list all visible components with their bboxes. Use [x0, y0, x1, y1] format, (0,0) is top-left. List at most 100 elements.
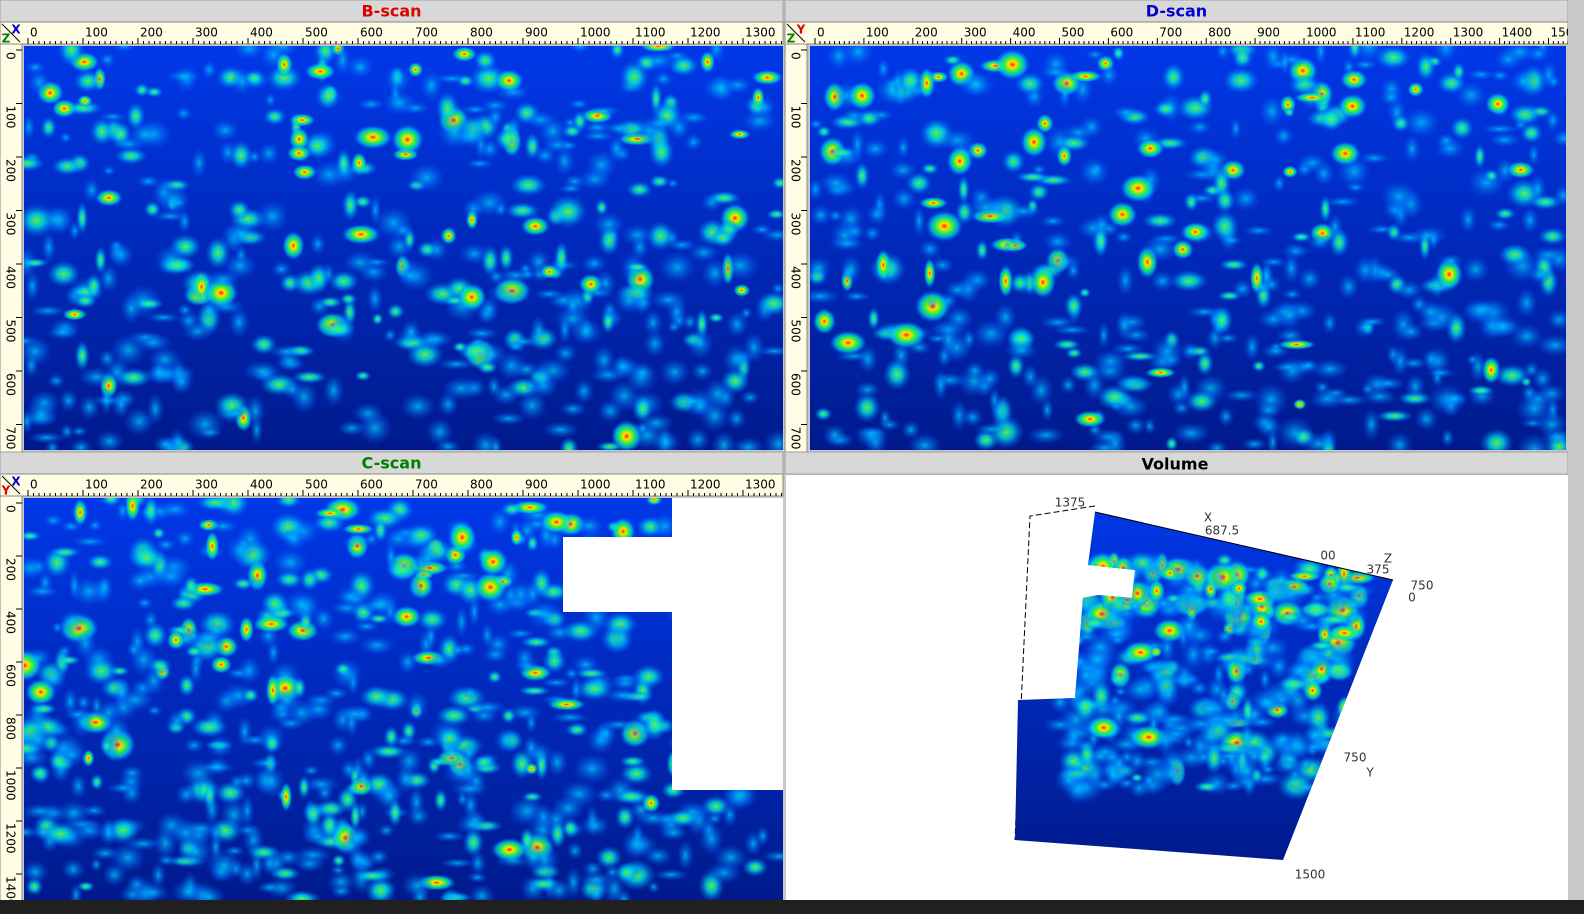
- heat-blob: [1402, 134, 1422, 164]
- heat-blob: [1214, 187, 1236, 214]
- heat-blob: [1485, 92, 1511, 116]
- heat-blob: [849, 127, 865, 162]
- heat-blob: [359, 684, 394, 709]
- heat-blob: [439, 857, 476, 869]
- heat-blob: [1320, 579, 1336, 594]
- heat-blob: [24, 335, 38, 347]
- heat-blob: [283, 890, 321, 900]
- heat-blob: [814, 406, 833, 421]
- heat-blob: [1498, 243, 1532, 267]
- heat-blob: [169, 197, 187, 209]
- heat-blob: [614, 804, 636, 830]
- heat-blob: [223, 220, 260, 245]
- heat-blob: [293, 855, 326, 873]
- volume-axis-label: 750: [1411, 579, 1434, 593]
- heat-blob: [1436, 132, 1456, 149]
- heat-blob: [64, 707, 91, 722]
- heat-blob: [1287, 570, 1322, 582]
- heat-blob: [557, 315, 572, 345]
- heat-blob: [205, 530, 220, 562]
- heat-blob: [106, 781, 140, 794]
- heat-blob: [152, 435, 179, 450]
- heat-blob: [237, 655, 262, 685]
- heat-blob: [61, 858, 86, 881]
- panel-title: B-scan: [361, 2, 421, 21]
- heat-blob: [942, 54, 963, 67]
- heat-blob: [352, 620, 380, 633]
- heat-blob: [330, 864, 347, 876]
- heat-blob: [57, 608, 87, 636]
- y-tick-label: 100: [789, 106, 803, 129]
- heat-blob: [1153, 100, 1178, 118]
- heat-blob: [1171, 422, 1211, 444]
- heat-blob: [1531, 246, 1566, 264]
- heat-blob: [62, 308, 88, 321]
- heat-blob: [1200, 646, 1223, 657]
- heat-blob: [249, 756, 283, 770]
- x-ruler: [0, 473, 784, 497]
- heat-blob: [1243, 332, 1261, 362]
- heat-blob: [1121, 351, 1160, 362]
- x-tick-label: 400: [250, 26, 273, 40]
- x-tick-label: 1200: [1404, 26, 1435, 40]
- heat-blob: [1179, 341, 1201, 361]
- heat-blob: [1059, 375, 1077, 395]
- heat-blob: [640, 46, 677, 53]
- heat-blob: [424, 622, 438, 651]
- scan-image: [810, 46, 1566, 450]
- heat-blob: [918, 239, 942, 260]
- heat-blob: [87, 519, 103, 532]
- heat-blob: [998, 264, 1014, 298]
- empty-region: [563, 537, 673, 612]
- heat-blob: [1515, 287, 1539, 319]
- heat-blob: [337, 420, 367, 437]
- heat-blob: [1122, 641, 1159, 665]
- heat-blob: [546, 698, 587, 711]
- heat-blob: [383, 64, 412, 95]
- heat-blob: [699, 50, 716, 74]
- heat-blob: [1319, 106, 1344, 133]
- heat-blob: [150, 360, 168, 384]
- heat-blob: [432, 830, 466, 843]
- heat-blob: [486, 105, 505, 129]
- heat-blob: [626, 181, 653, 198]
- heat-blob: [462, 685, 478, 701]
- heat-blob: [1284, 684, 1312, 717]
- heat-blob: [351, 152, 367, 174]
- heat-blob: [1029, 265, 1057, 299]
- heat-blob: [1271, 729, 1294, 750]
- heat-blob: [1250, 611, 1272, 632]
- heat-blob: [1375, 409, 1414, 423]
- heat-blob: [133, 333, 173, 353]
- heat-blob: [78, 394, 100, 421]
- heat-blob: [1064, 292, 1084, 319]
- heat-blob: [847, 81, 877, 111]
- heat-blob: [1219, 235, 1244, 246]
- heat-blob: [1493, 363, 1531, 388]
- heat-blob: [656, 424, 674, 450]
- heat-blob: [720, 368, 751, 395]
- heat-blob: [965, 361, 985, 380]
- heat-blob: [486, 375, 502, 398]
- heat-blob: [601, 121, 637, 135]
- heat-blob: [1544, 109, 1561, 132]
- heat-blob: [524, 762, 539, 775]
- x-tick-label: 400: [250, 478, 273, 492]
- heat-blob: [1486, 218, 1512, 232]
- heat-blob: [674, 395, 710, 409]
- heat-blob: [1136, 138, 1165, 159]
- heat-blob: [1195, 350, 1214, 377]
- heat-blob: [854, 161, 870, 191]
- heat-blob: [473, 571, 508, 603]
- heat-blob: [268, 344, 304, 359]
- volume-axis-label: 687.5: [1205, 524, 1239, 538]
- heat-blob: [1281, 751, 1299, 767]
- heat-blob: [539, 264, 560, 279]
- heat-blob: [1210, 210, 1239, 243]
- heat-blob: [891, 187, 917, 211]
- heat-blob: [1278, 47, 1292, 77]
- x-tick-label: 200: [915, 26, 938, 40]
- heat-blob: [1255, 401, 1282, 420]
- heat-blob: [1107, 201, 1138, 228]
- x-tick-label: 100: [85, 478, 108, 492]
